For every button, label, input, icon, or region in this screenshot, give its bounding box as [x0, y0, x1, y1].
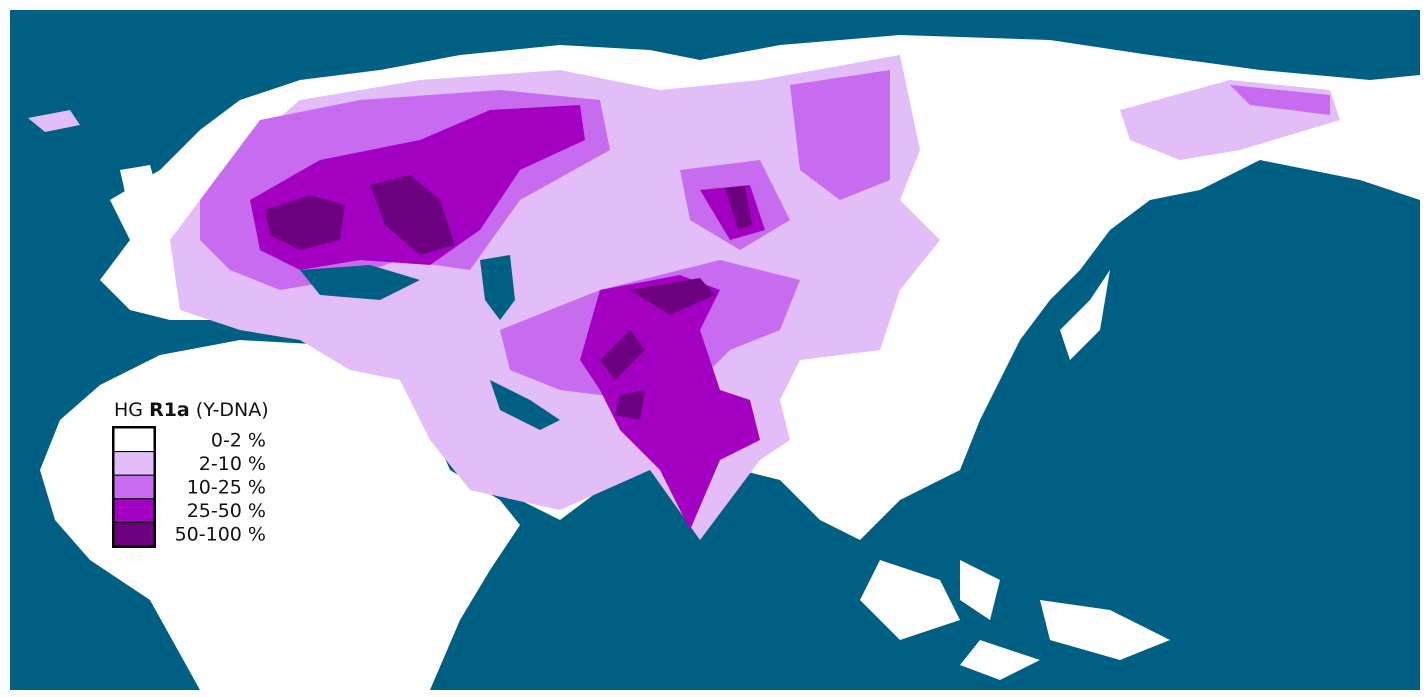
zone-50-100 — [265, 175, 752, 420]
legend-swatch — [113, 474, 155, 500]
islands — [860, 560, 1170, 680]
zone-area — [1230, 85, 1330, 115]
legend-label: 2-10 % — [199, 453, 266, 475]
zone-area — [265, 195, 345, 250]
africa — [40, 340, 520, 690]
legend-suffix: (Y-DNA) — [196, 399, 269, 421]
legend-label: 25-50 % — [187, 500, 266, 522]
zone-area — [28, 110, 80, 132]
zone-area — [700, 185, 765, 240]
legend-swatch — [113, 521, 155, 547]
legend-swatch — [113, 498, 155, 523]
zone-area — [725, 186, 752, 230]
legend-label: 10-25 % — [187, 477, 266, 499]
legend: 0-2 %2-10 %10-25 %25-50 %50-100 % — [113, 427, 266, 547]
britain — [120, 165, 160, 215]
zone-area — [790, 70, 890, 200]
legend-label: 50-100 % — [175, 524, 266, 546]
legend-title: HG R1a (Y-DNA) — [114, 399, 269, 421]
zone-area — [370, 175, 455, 255]
caspian-sea — [480, 255, 515, 320]
legend-swatch — [113, 451, 155, 476]
legend-name: R1a — [149, 399, 190, 421]
japan — [1060, 270, 1110, 360]
legend-prefix: HG — [114, 399, 143, 421]
inland-water — [300, 255, 560, 430]
legend-swatch — [113, 427, 155, 453]
legend-frame — [112, 426, 156, 548]
zone-area — [630, 278, 715, 315]
black-sea — [300, 265, 420, 300]
persian-gulf — [490, 380, 560, 430]
legend-label: 0-2 % — [211, 429, 266, 451]
zone-area — [600, 330, 645, 420]
